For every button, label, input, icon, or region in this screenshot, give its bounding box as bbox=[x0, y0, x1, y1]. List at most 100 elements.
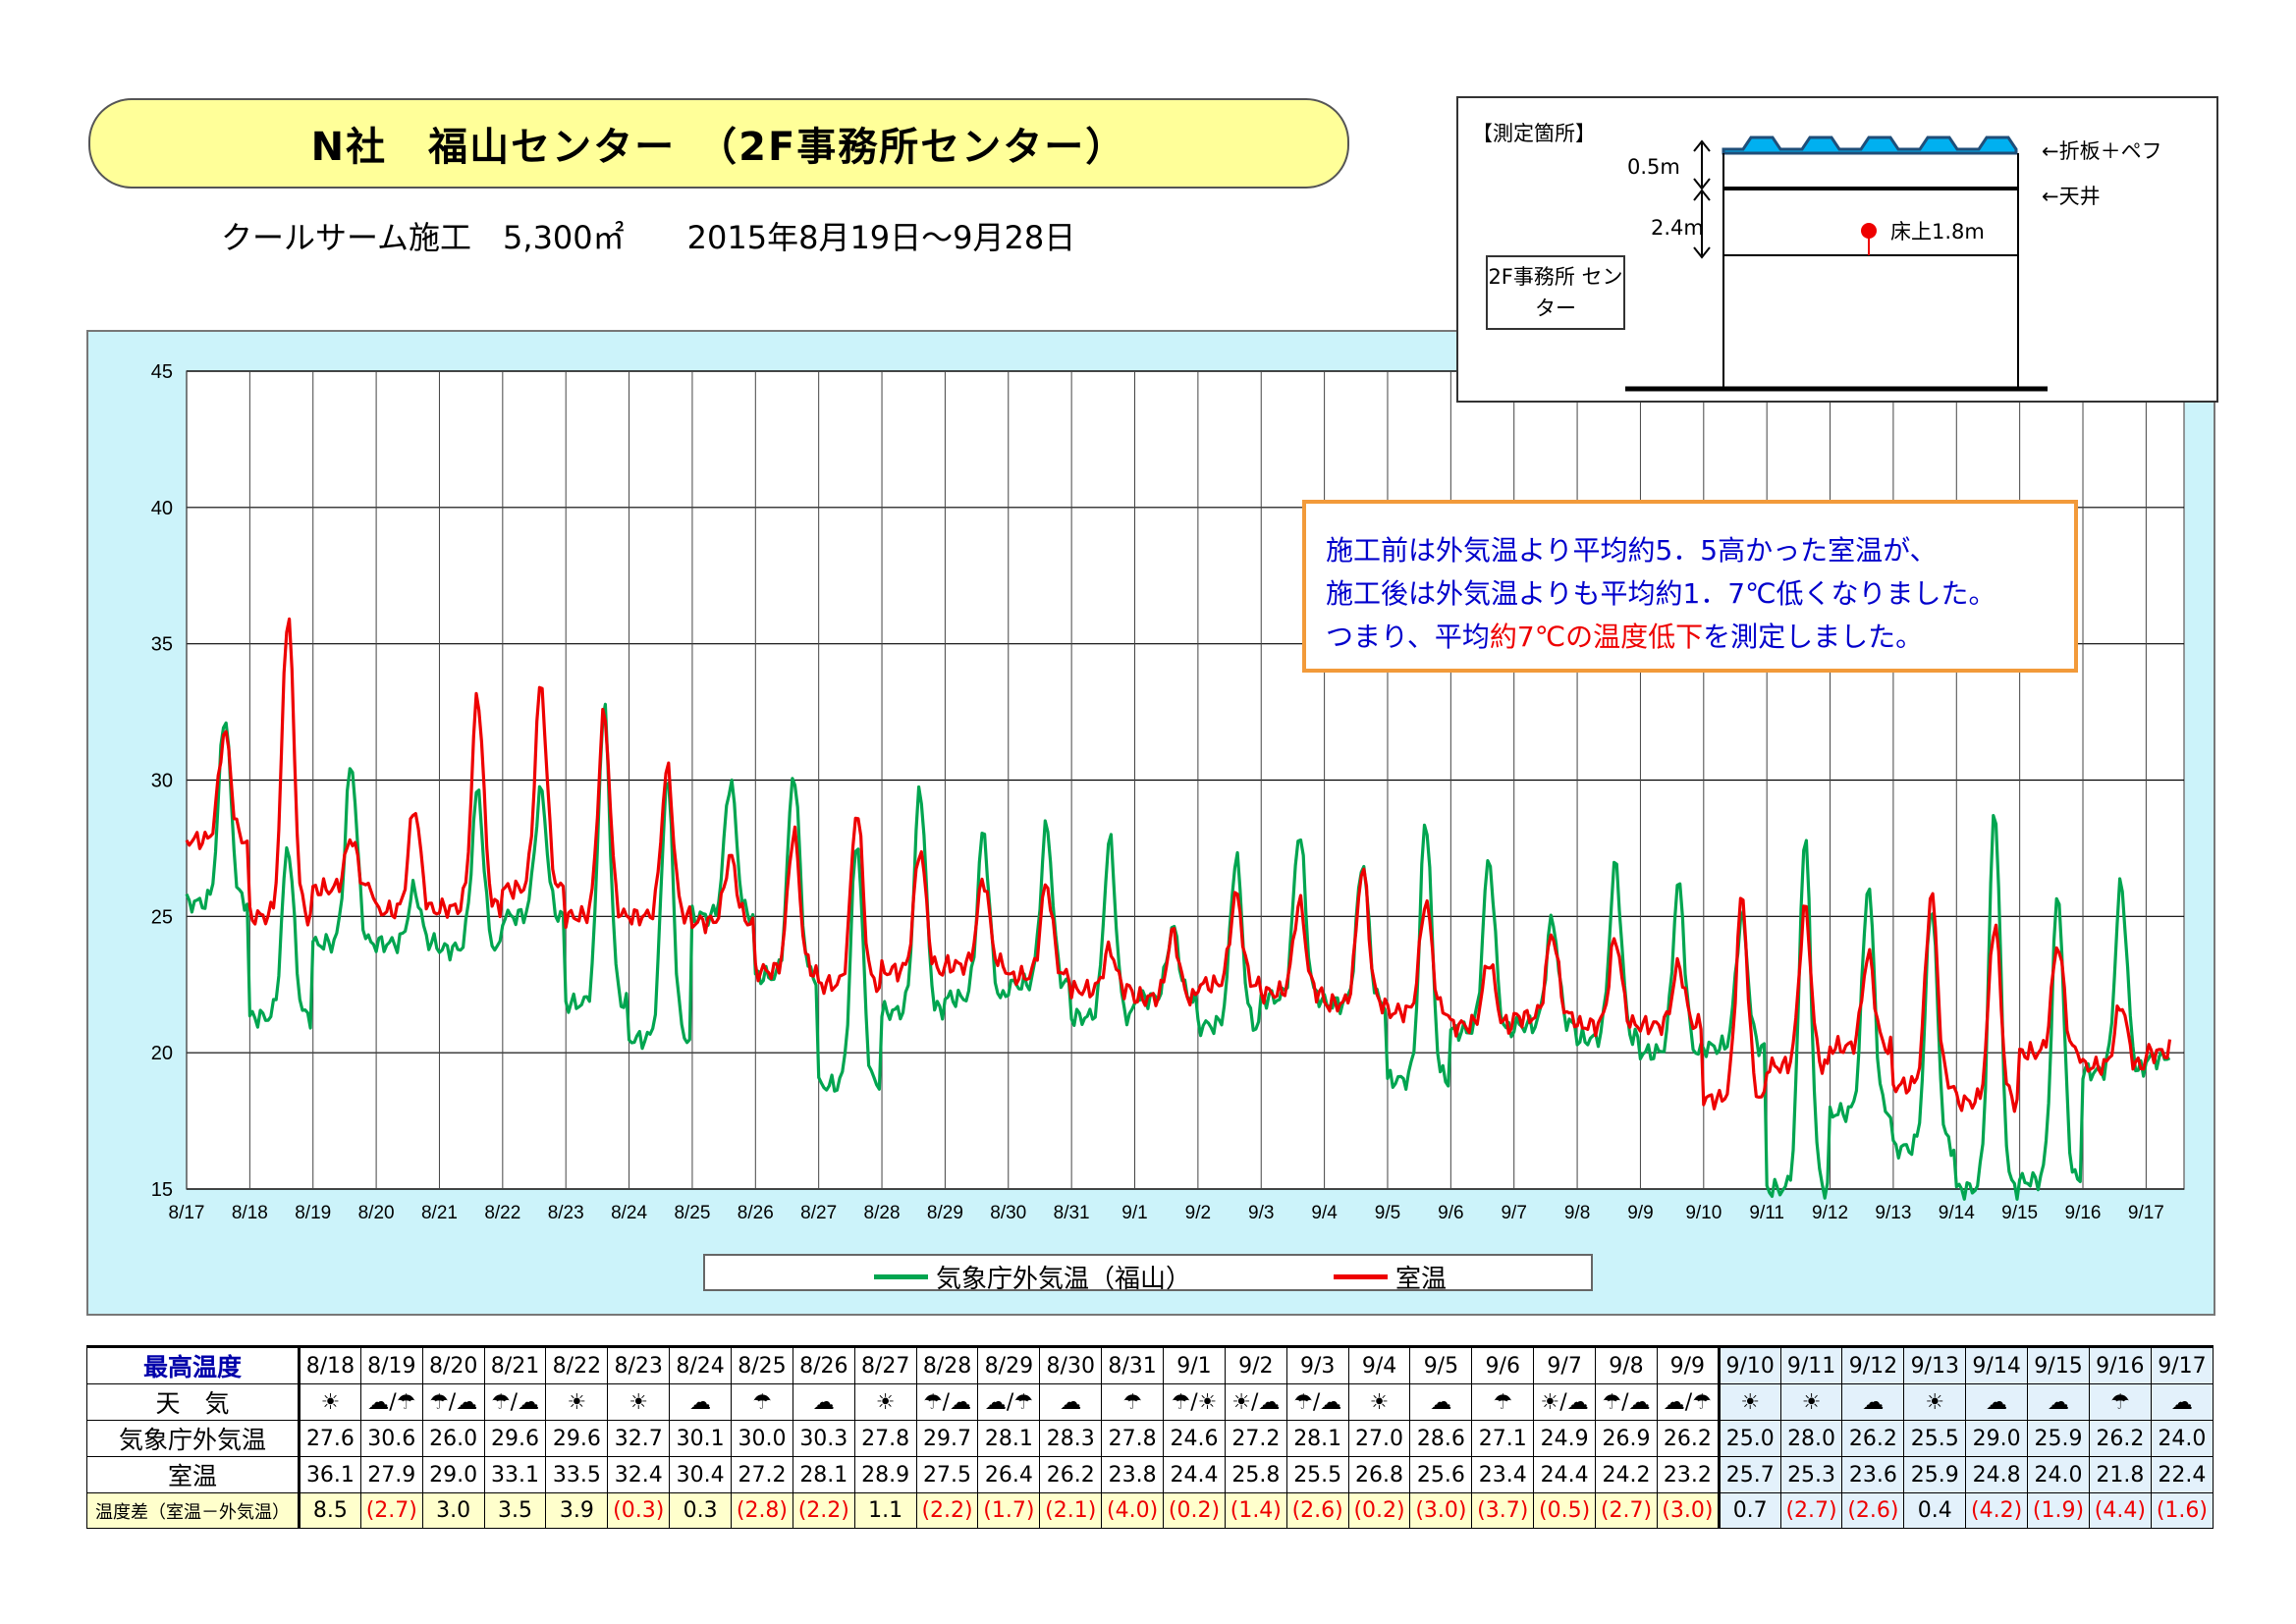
outdoor-cell: 25.9 bbox=[2027, 1420, 2090, 1457]
x-tick-label: 8/25 bbox=[674, 1203, 710, 1223]
x-tick-label: 9/14 bbox=[1939, 1203, 1975, 1223]
diff-cell: 0.4 bbox=[1903, 1492, 1967, 1529]
diff-cell: (0.2) bbox=[1347, 1492, 1411, 1529]
dim-arrow-lower bbox=[1693, 189, 1711, 259]
x-tick-label: 9/16 bbox=[2065, 1203, 2102, 1223]
date-cell: 8/24 bbox=[669, 1345, 733, 1384]
y-tick-label: 40 bbox=[151, 498, 173, 519]
outdoor-cell: 26.2 bbox=[1841, 1420, 1905, 1457]
diff-cell: (2.1) bbox=[1039, 1492, 1103, 1529]
outdoor-cell: 26.9 bbox=[1595, 1420, 1658, 1457]
legend-item-outdoor: 気象庁外気温（福山） bbox=[874, 1259, 1191, 1295]
dim-arrow-upper bbox=[1693, 139, 1711, 190]
outdoor-cell: 27.8 bbox=[1101, 1420, 1165, 1457]
weather-cell: ☂ bbox=[731, 1383, 793, 1421]
table-row-dates: 最高温度 8/18 8/19 8/20 8/21 8/22 8/23 8/24 8/25 8/2… bbox=[86, 1345, 2214, 1384]
diff-cell: (2.7) bbox=[1779, 1492, 1843, 1529]
table-row-diff: 温度差（室温－外気温） 8.5 (2.7) 3.0 3.5 3.9 (0.3) 0.3 (2.… bbox=[86, 1492, 2214, 1529]
roof-panel bbox=[1722, 135, 2018, 155]
header-diff: 温度差（室温－外気温） bbox=[86, 1492, 300, 1529]
x-tick-label: 8/18 bbox=[232, 1203, 268, 1223]
date-cell: 8/31 bbox=[1101, 1345, 1165, 1384]
weather-cell: ☀ bbox=[1717, 1383, 1781, 1421]
roof-label: ←折板＋ペフ bbox=[2042, 139, 2162, 163]
header-max-temp: 最高温度 bbox=[86, 1345, 300, 1384]
indoor-cell: 33.1 bbox=[483, 1456, 547, 1493]
x-tick-label: 9/11 bbox=[1749, 1203, 1784, 1223]
ceiling-label: ←天井 bbox=[2042, 185, 2101, 208]
weather-cell: ☂/☁ bbox=[483, 1383, 547, 1421]
date-cell: 9/14 bbox=[1965, 1345, 2029, 1384]
indoor-cell: 25.7 bbox=[1717, 1456, 1781, 1493]
weather-cell: ☀ bbox=[1779, 1383, 1843, 1421]
header-weather: 天 気 bbox=[86, 1383, 300, 1421]
diff-cell: (2.7) bbox=[359, 1492, 423, 1529]
weather-cell: ☁ bbox=[1039, 1383, 1103, 1421]
outdoor-cell: 29.7 bbox=[915, 1420, 979, 1457]
date-cell: 8/20 bbox=[421, 1345, 485, 1384]
diff-cell: (2.7) bbox=[1595, 1492, 1658, 1529]
legend-swatch-indoor bbox=[1334, 1274, 1388, 1279]
outdoor-cell: 27.0 bbox=[1347, 1420, 1411, 1457]
diff-cell: (3.0) bbox=[1656, 1492, 1720, 1529]
indoor-cell: 23.8 bbox=[1101, 1456, 1165, 1493]
weather-cell: ☁/☂ bbox=[977, 1383, 1041, 1421]
outdoor-cell: 27.2 bbox=[1224, 1420, 1287, 1457]
weather-cell: ☂ bbox=[1101, 1383, 1165, 1421]
x-tick-label: 8/17 bbox=[169, 1203, 205, 1223]
weather-cell: ☀ bbox=[1347, 1383, 1411, 1421]
outdoor-cell: 28.6 bbox=[1409, 1420, 1473, 1457]
note-line-1: 施工前は外気温より平均約5．5高かった室温が、 bbox=[1326, 534, 1938, 567]
indoor-cell: 23.6 bbox=[1841, 1456, 1905, 1493]
indoor-cell: 27.9 bbox=[359, 1456, 423, 1493]
weather-cell: ☁ bbox=[2150, 1383, 2214, 1421]
diff-cell: 8.5 bbox=[298, 1492, 361, 1529]
date-cell: 9/17 bbox=[2150, 1345, 2214, 1384]
diff-cell: (4.0) bbox=[1101, 1492, 1165, 1529]
weather-cell: ☂ bbox=[1471, 1383, 1535, 1421]
x-tick-label: 9/5 bbox=[1375, 1203, 1400, 1223]
date-cell: 9/3 bbox=[1285, 1345, 1349, 1384]
indoor-cell: 25.9 bbox=[1903, 1456, 1967, 1493]
weather-cell: ☀ bbox=[545, 1383, 609, 1421]
outdoor-cell: 24.9 bbox=[1533, 1420, 1597, 1457]
header-indoor: 室温 bbox=[86, 1456, 300, 1493]
weather-cell: ☀/☁ bbox=[1533, 1383, 1597, 1421]
date-cell: 9/15 bbox=[2027, 1345, 2090, 1384]
note-line-3-b: 約7℃の温度低下 bbox=[1489, 621, 1704, 653]
y-tick-label: 35 bbox=[151, 634, 173, 656]
x-tick-label: 9/13 bbox=[1875, 1203, 1911, 1223]
outdoor-cell: 27.6 bbox=[298, 1420, 361, 1457]
date-cell: 9/1 bbox=[1163, 1345, 1226, 1384]
max-temperature-table: 最高温度 8/18 8/19 8/20 8/21 8/22 8/23 8/24 8/25 8/2… bbox=[86, 1345, 2214, 1529]
diff-cell: (4.2) bbox=[1965, 1492, 2029, 1529]
outdoor-cell: 30.3 bbox=[792, 1420, 855, 1457]
date-cell: 8/26 bbox=[792, 1345, 855, 1384]
date-cell: 9/16 bbox=[2088, 1345, 2152, 1384]
indoor-cell: 33.5 bbox=[545, 1456, 609, 1493]
x-tick-label: 9/1 bbox=[1121, 1203, 1147, 1223]
y-tick-label: 45 bbox=[151, 361, 173, 383]
building-cross-section bbox=[1625, 135, 2048, 392]
header-outdoor: 気象庁外気温 bbox=[86, 1420, 300, 1457]
indoor-cell: 29.0 bbox=[421, 1456, 485, 1493]
date-cell: 8/23 bbox=[607, 1345, 671, 1384]
indoor-cell: 24.0 bbox=[2027, 1456, 2090, 1493]
indoor-cell: 27.5 bbox=[915, 1456, 979, 1493]
indoor-cell: 32.4 bbox=[607, 1456, 671, 1493]
date-cell: 8/21 bbox=[483, 1345, 547, 1384]
dim-label-2-4m: 2.4m bbox=[1651, 216, 1704, 240]
x-tick-label: 9/12 bbox=[1812, 1203, 1848, 1223]
indoor-cell: 36.1 bbox=[298, 1456, 361, 1493]
x-tick-label: 9/6 bbox=[1438, 1203, 1463, 1223]
outdoor-cell: 26.2 bbox=[2088, 1420, 2152, 1457]
x-tick-label: 8/20 bbox=[358, 1203, 395, 1223]
x-tick-label: 8/23 bbox=[548, 1203, 584, 1223]
indoor-cell: 24.2 bbox=[1595, 1456, 1658, 1493]
outdoor-cell: 27.8 bbox=[853, 1420, 917, 1457]
indoor-cell: 23.2 bbox=[1656, 1456, 1720, 1493]
weather-cell: ☀ bbox=[1903, 1383, 1967, 1421]
x-tick-label: 8/21 bbox=[421, 1203, 458, 1223]
diff-cell: 3.0 bbox=[421, 1492, 485, 1529]
diff-cell: (1.7) bbox=[977, 1492, 1041, 1529]
